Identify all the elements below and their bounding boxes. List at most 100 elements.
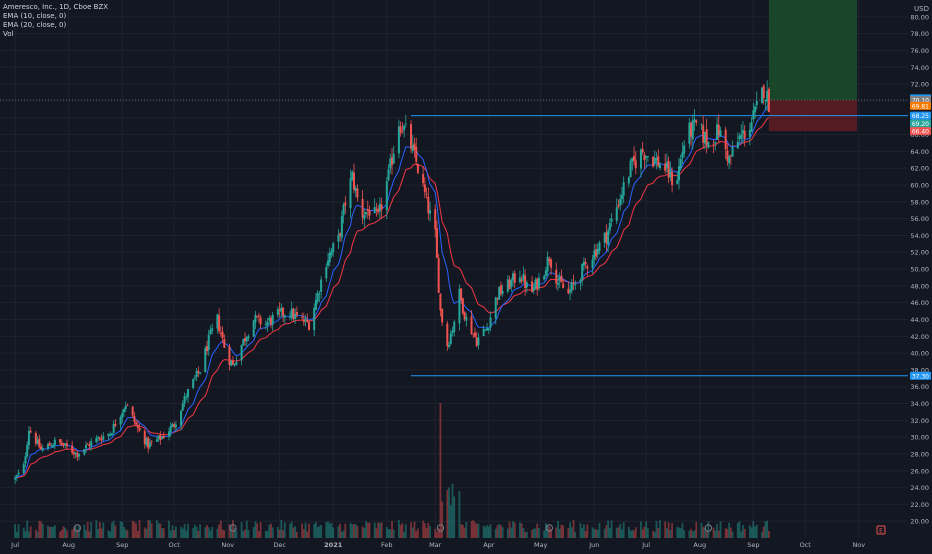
candle-body bbox=[197, 370, 200, 373]
volume-bar bbox=[569, 522, 571, 538]
candle-body bbox=[634, 160, 637, 169]
candle-body bbox=[78, 454, 81, 457]
candle-body bbox=[743, 130, 746, 139]
volume-bar bbox=[489, 524, 492, 538]
candle-body bbox=[615, 207, 618, 221]
volume-bar bbox=[764, 521, 767, 538]
volume-bar bbox=[391, 521, 393, 538]
volume-bar bbox=[378, 523, 381, 538]
volume-bar bbox=[161, 528, 163, 538]
x-tick-label: Feb bbox=[381, 541, 393, 549]
candle-body bbox=[560, 275, 563, 283]
volume-bar bbox=[534, 528, 537, 538]
volume-bar bbox=[344, 523, 347, 538]
candle-body bbox=[410, 124, 413, 149]
volume-bar bbox=[133, 521, 136, 538]
candle-body bbox=[608, 222, 611, 231]
y-tick-label: 72.00 bbox=[910, 81, 929, 89]
volume-bar bbox=[403, 531, 406, 538]
candle-body bbox=[719, 130, 722, 137]
candle-body bbox=[133, 415, 136, 422]
earnings-event-icon[interactable] bbox=[436, 524, 445, 532]
volume-bar bbox=[766, 520, 769, 538]
volume-bar bbox=[591, 527, 594, 538]
candle-body bbox=[65, 443, 68, 447]
volume-legend[interactable]: Vol bbox=[3, 30, 14, 38]
volume-bar bbox=[185, 530, 188, 538]
volume-bar bbox=[572, 520, 575, 538]
candle-body bbox=[569, 290, 572, 293]
volume-bar bbox=[531, 529, 533, 538]
candle-body bbox=[665, 162, 668, 169]
volume-bar bbox=[731, 531, 734, 538]
candle-body bbox=[181, 403, 184, 411]
volume-bar bbox=[579, 522, 582, 538]
y-tick-label: 78.00 bbox=[910, 30, 929, 38]
earnings-event-icon[interactable] bbox=[704, 524, 713, 532]
volume-bar bbox=[100, 528, 103, 538]
volume-bar bbox=[496, 525, 499, 538]
x-tick-label: Dec bbox=[273, 541, 286, 549]
candle-body bbox=[558, 276, 561, 281]
candle-body bbox=[622, 182, 625, 196]
volume-bar bbox=[546, 524, 549, 538]
volume-bar bbox=[683, 530, 686, 538]
candle-body bbox=[605, 232, 608, 244]
candle-body bbox=[119, 417, 122, 425]
volume-bar bbox=[86, 521, 89, 538]
candle-body bbox=[532, 287, 535, 291]
volume-bar bbox=[702, 526, 705, 538]
candle-body bbox=[230, 360, 233, 366]
price-axis-background bbox=[909, 0, 932, 550]
volume-bar bbox=[320, 525, 323, 538]
volume-bar bbox=[543, 530, 546, 538]
earnings-event-icon[interactable] bbox=[73, 524, 82, 532]
volume-bar bbox=[750, 527, 753, 538]
volume-bar bbox=[748, 525, 751, 538]
symbol-title[interactable]: Ameresco, Inc., 1D, Cboe BZX bbox=[3, 3, 109, 11]
price-label-box bbox=[910, 111, 931, 120]
candle-body bbox=[368, 210, 371, 216]
volume-bar bbox=[72, 527, 75, 538]
volume-bar bbox=[458, 490, 461, 538]
earnings-event-icon[interactable] bbox=[229, 524, 237, 532]
volume-bar bbox=[524, 531, 527, 538]
candle-body bbox=[513, 273, 516, 283]
volume-bar bbox=[207, 527, 210, 538]
candle-body bbox=[228, 346, 231, 365]
y-tick-label: 42.00 bbox=[910, 333, 929, 341]
volume-bar bbox=[512, 521, 514, 538]
volume-bar bbox=[583, 524, 585, 538]
candle-body bbox=[40, 446, 43, 450]
y-tick-label: 74.00 bbox=[910, 64, 929, 72]
volume-bar bbox=[754, 526, 756, 538]
candle-body bbox=[653, 158, 656, 164]
candle-body bbox=[499, 285, 502, 295]
candle-body bbox=[525, 282, 528, 288]
price-label-box bbox=[910, 371, 931, 380]
candle-body bbox=[487, 328, 490, 330]
candle-body bbox=[411, 144, 414, 151]
ema20-legend[interactable]: EMA (20, close, 0) bbox=[3, 21, 67, 29]
volume-bar bbox=[342, 530, 345, 538]
candle-body bbox=[695, 120, 698, 123]
candle-body bbox=[83, 449, 86, 455]
volume-bar bbox=[657, 528, 660, 538]
candle-body bbox=[724, 129, 727, 150]
volume-bar bbox=[375, 528, 378, 538]
earnings-event-icon[interactable] bbox=[545, 524, 554, 532]
x-tick-label: May bbox=[534, 541, 548, 549]
volume-bar bbox=[363, 527, 366, 538]
candle-body bbox=[489, 317, 492, 328]
candle-body bbox=[235, 361, 238, 365]
volume-bar bbox=[254, 521, 257, 538]
volume-bar bbox=[645, 521, 648, 538]
candle-body bbox=[240, 344, 243, 361]
volume-bar bbox=[109, 531, 112, 538]
candle-body bbox=[496, 298, 499, 300]
volume-bar bbox=[712, 527, 715, 538]
candle-body bbox=[233, 364, 236, 366]
ema10-legend[interactable]: EMA (10, close, 0) bbox=[3, 12, 67, 20]
